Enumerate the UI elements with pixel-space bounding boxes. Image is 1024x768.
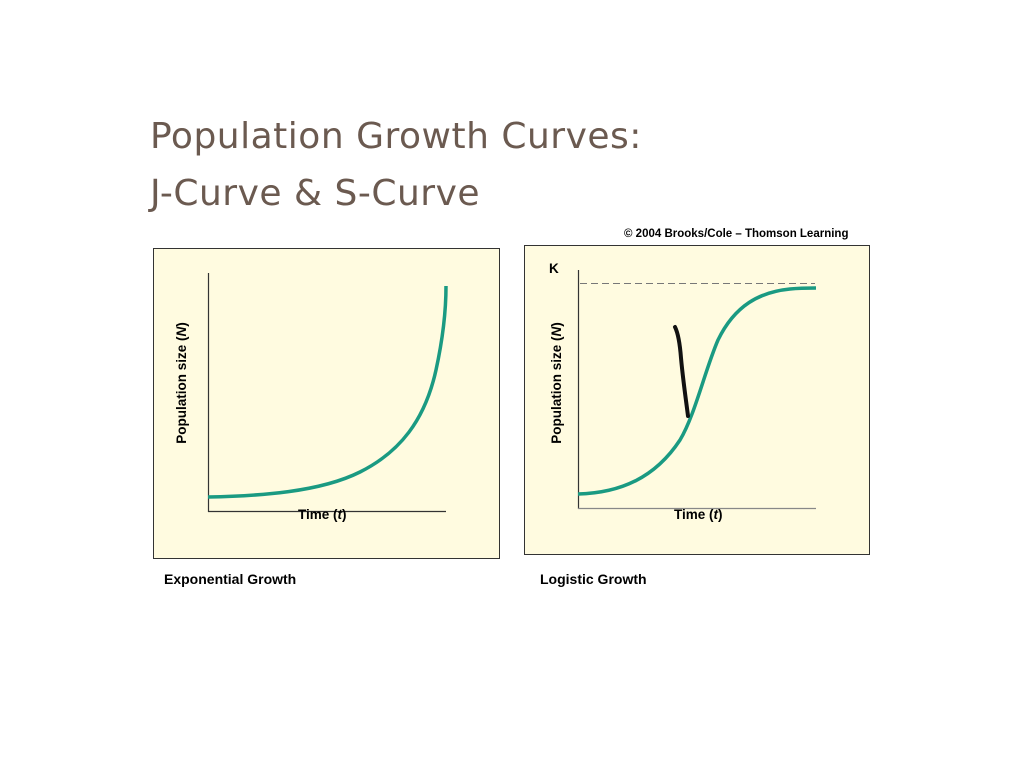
carrying-capacity-label: K	[549, 261, 559, 276]
j-curve	[207, 285, 448, 499]
exponential-x-axis-label: Time (t)	[298, 507, 347, 522]
logistic-x-axis-label: Time (t)	[674, 507, 723, 522]
logistic-y-axis-label: Population size (N)	[549, 322, 564, 444]
exponential-y-axis-label: Population size (N)	[174, 322, 189, 444]
copyright-notice: © 2004 Brooks/Cole – Thomson Learning	[624, 228, 849, 240]
slide-title: Population Growth Curves: J-Curve & S-Cu…	[150, 108, 642, 222]
logistic-axes	[577, 270, 816, 510]
slide-title-line-2: J-Curve & S-Curve	[150, 173, 481, 214]
hand-drawn-annotation-mark	[673, 325, 690, 418]
exponential-chart-panel	[153, 248, 500, 559]
slide-title-line-1: Population Growth Curves:	[150, 116, 642, 157]
logistic-growth-caption: Logistic Growth	[540, 571, 647, 587]
exponential-growth-caption: Exponential Growth	[164, 571, 297, 587]
exponential-axes	[207, 273, 446, 513]
s-curve	[577, 286, 817, 496]
